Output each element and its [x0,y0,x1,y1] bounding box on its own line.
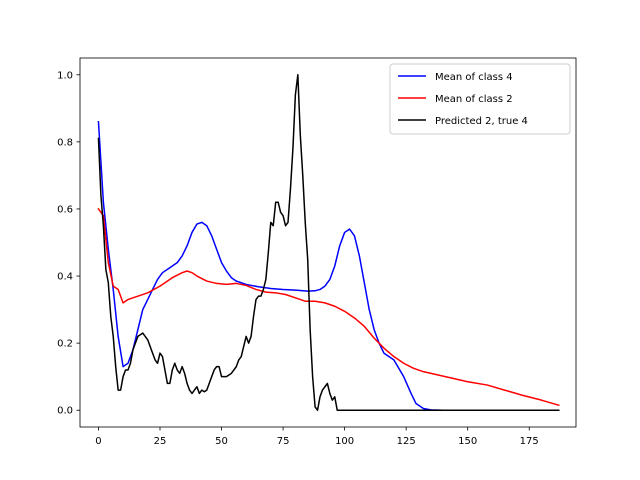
y-axis: 0.0 0.2 0.4 0.6 0.8 1.0 [57,70,80,417]
legend-box [389,63,571,135]
legend: Mean of class 4 Mean of class 2 Predicted … [389,63,571,135]
x-tick-label: 100 [335,436,354,447]
x-tick-label: 125 [397,436,416,447]
legend-label-1: Mean of class 4 [435,72,513,83]
x-tick-label: 75 [277,436,290,447]
x-tick-label: 0 [95,436,101,447]
y-tick-label: 0.2 [57,339,73,350]
y-tick-label: 0.8 [57,137,73,148]
series-line-2 [97,207,560,407]
y-tick-label: 0.0 [57,406,73,417]
x-tick-label: 50 [215,436,228,447]
y-tick-label: 0.6 [57,204,73,215]
series-line-3 [97,74,560,411]
axes-frame [79,57,577,428]
y-tick-label: 0.4 [57,272,73,283]
x-tick-label: 175 [520,436,539,447]
series-line-1 [97,120,560,411]
x-tick-label: 25 [154,436,167,447]
x-axis: 0 25 50 75 100 125 150 175 [95,427,539,447]
y-tick-label: 1.0 [57,70,73,81]
plot-area [79,57,577,428]
legend-label-3: Predicted 2, true 4 [435,116,528,127]
legend-label-2: Mean of class 2 [435,94,513,105]
x-tick-label: 150 [458,436,477,447]
